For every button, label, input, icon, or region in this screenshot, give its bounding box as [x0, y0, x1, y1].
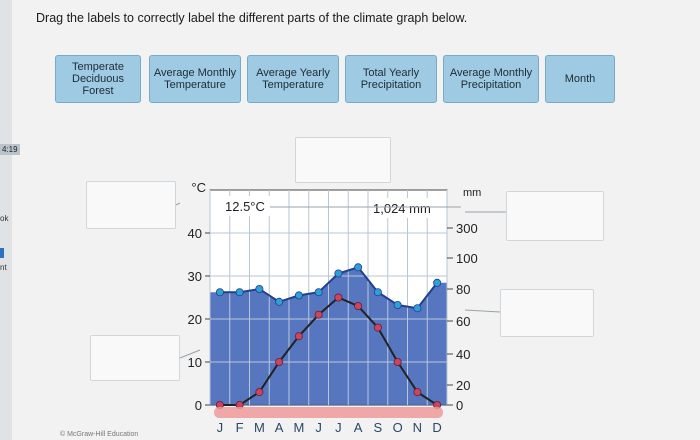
left-panel-fragment: ok [0, 214, 9, 223]
precipitation-point [393, 300, 402, 309]
instruction-text: Drag the labels to correctly label the d… [36, 11, 468, 25]
drag-label-avg-yearly-temp[interactable]: Average Yearly Temperature [247, 55, 339, 103]
annual-precipitation-label: 1,024 mm [373, 201, 431, 216]
month-tick-label: J [315, 420, 322, 435]
drag-label-avg-monthly-temp[interactable]: Average Monthly Temperature [149, 55, 241, 103]
precipitation-point [314, 288, 323, 297]
month-tick-label: J [217, 420, 224, 435]
drop-target-title[interactable] [295, 137, 391, 183]
label-bank: Temperate Deciduous Forest Average Month… [55, 55, 615, 107]
temperature-tick-label: 40 [188, 226, 202, 241]
precipitation-point [275, 297, 284, 306]
annual-temperature-label: 12.5°C [225, 199, 265, 214]
month-tick-label: D [432, 420, 441, 435]
precipitation-tick-label: 0 [456, 398, 463, 413]
precipitation-point [413, 304, 422, 313]
month-tick-label: S [374, 420, 383, 435]
precipitation-tick-label: 20 [456, 378, 470, 393]
temperature-unit-label: °C [191, 180, 206, 195]
drag-label-month[interactable]: Month [545, 55, 615, 103]
left-panel-strip [0, 0, 12, 440]
drop-target-temp-axis[interactable] [86, 181, 176, 229]
precipitation-tick-label: 40 [456, 347, 470, 362]
month-tick-label: J [335, 420, 342, 435]
precipitation-point [294, 291, 303, 300]
drop-target-precip-axis[interactable] [506, 191, 604, 241]
precipitation-point [354, 263, 363, 272]
drag-label-total-yearly-precip[interactable]: Total Yearly Precipitation [345, 55, 437, 103]
precipitation-tick-label: 300 [456, 221, 478, 236]
publisher-footer: © McGraw-Hill Education [60, 431, 139, 438]
month-band [214, 407, 443, 418]
month-tick-label: N [413, 420, 422, 435]
precipitation-tick-label: 80 [456, 282, 470, 297]
precipitation-point [235, 288, 244, 297]
precipitation-unit-label: mm [463, 187, 481, 199]
precipitation-point [215, 288, 224, 297]
temperature-tick-label: 10 [188, 355, 202, 370]
left-panel-marker [0, 248, 4, 258]
drag-label-temperate-forest[interactable]: Temperate Deciduous Forest [55, 55, 141, 103]
leader-line [175, 202, 181, 206]
temperature-point [373, 323, 382, 332]
annual-precipitation-box [371, 198, 439, 218]
leader-line [464, 309, 501, 313]
month-tick-label: A [354, 420, 363, 435]
annual-temperature-box [222, 196, 276, 216]
precipitation-point [334, 269, 343, 278]
month-tick-label: M [293, 420, 304, 435]
month-tick-label: F [236, 420, 244, 435]
drop-target-monthly-precip[interactable] [500, 289, 594, 337]
temperature-tick-label: 30 [188, 269, 202, 284]
temperature-point [294, 332, 303, 341]
drag-label-avg-monthly-precip[interactable]: Average Monthly Precipitation [443, 55, 539, 103]
temperature-point [393, 357, 402, 366]
drop-target-monthly-temp[interactable] [90, 335, 180, 381]
temperature-point [413, 388, 422, 397]
precipitation-point [433, 278, 442, 287]
precipitation-point [373, 288, 382, 297]
temperature-point [255, 388, 264, 397]
temperature-point [354, 302, 363, 311]
temperature-point [314, 310, 323, 319]
left-panel-fragment: nt [0, 263, 7, 272]
left-panel-timer: 4:19 [0, 144, 20, 155]
temperature-point [275, 357, 284, 366]
temperature-tick-label: 0 [195, 398, 202, 413]
temperature-tick-label: 20 [188, 312, 202, 327]
leader-line [179, 349, 201, 359]
month-tick-label: O [393, 420, 403, 435]
temperature-point [334, 293, 343, 302]
precipitation-point [255, 284, 264, 293]
precipitation-tick-label: 100 [456, 251, 478, 266]
precipitation-tick-label: 60 [456, 314, 470, 329]
month-tick-label: M [254, 420, 265, 435]
month-tick-label: A [275, 420, 284, 435]
